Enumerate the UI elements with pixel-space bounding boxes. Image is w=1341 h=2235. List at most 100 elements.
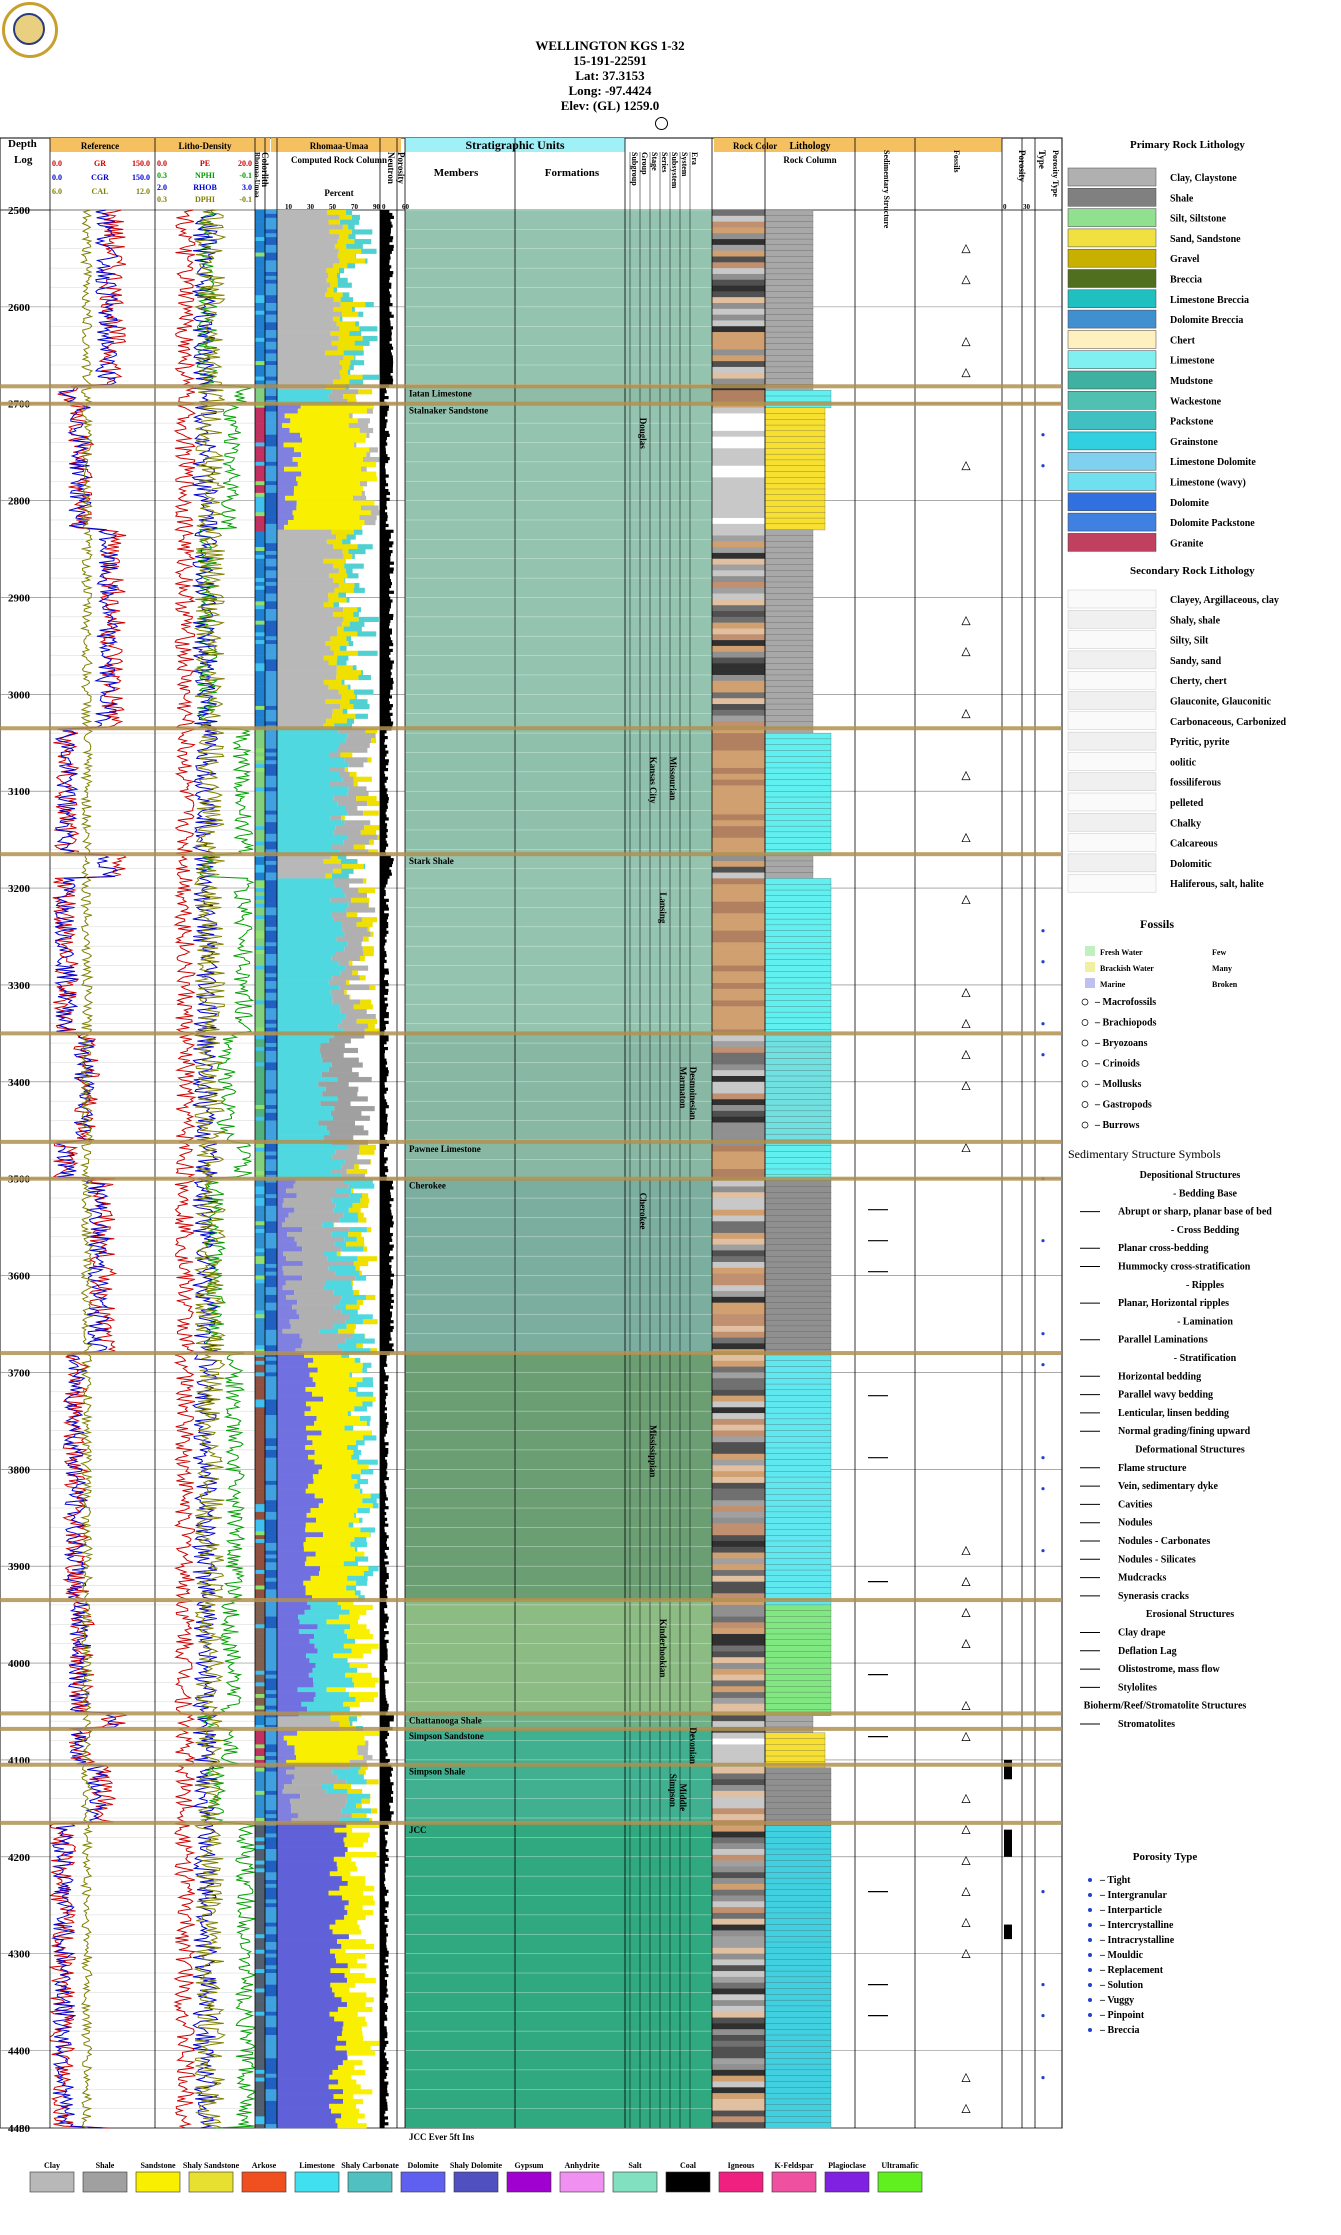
- neutron-fill-mark: [380, 465, 386, 469]
- neutron-fill-mark: [380, 1052, 385, 1056]
- rock-color-mark: [712, 279, 765, 286]
- rock-color-mark: [712, 250, 765, 257]
- colorlith-mark: [255, 1128, 265, 1133]
- neutron-fill-mark: [380, 259, 390, 263]
- neutron-fill-mark: [380, 1942, 387, 1946]
- colorlith-mark: [255, 1023, 265, 1028]
- rock-color-mark: [712, 1430, 765, 1437]
- computed-rock-mark: [339, 582, 355, 589]
- colorlith-mark: [255, 1771, 265, 1776]
- neutron-fill-mark: [380, 1093, 385, 1097]
- rock-color-mark: [712, 343, 765, 350]
- cgr-curve: [51, 209, 120, 2129]
- computed-rock-mark: [277, 1319, 290, 1325]
- neutron-fill-mark: [380, 1447, 389, 1452]
- rhomaa-strip-mark: [265, 1585, 277, 1590]
- rhomaa-strip-mark: [265, 415, 277, 420]
- formation-top-line: [0, 1598, 1062, 1603]
- fossil-symbol: [961, 708, 971, 719]
- lithology-mark: [764, 424, 826, 432]
- neutron-fill-mark: [380, 2000, 385, 2004]
- neutron-fill-mark: [380, 1552, 387, 1556]
- computed-rock-mark: [277, 2021, 344, 2027]
- computed-rock-mark: [277, 1261, 303, 1267]
- neutron-fill-mark: [380, 828, 388, 833]
- rock-color-mark: [712, 256, 765, 263]
- colorlith-mark: [255, 411, 265, 416]
- computed-rock-mark: [330, 1716, 349, 1722]
- computed-rock-mark: [277, 413, 285, 419]
- computed-rock-mark: [346, 1323, 356, 1330]
- computed-rock-mark: [277, 1982, 331, 1988]
- rock-color-mark: [712, 1209, 765, 1216]
- neutron-fill-mark: [380, 1087, 389, 1091]
- neutron-fill-mark: [380, 221, 392, 225]
- neutron-fill-mark: [380, 1613, 388, 1617]
- neutron-fill-mark: [380, 1660, 386, 1664]
- colorlith-mark: [255, 1159, 265, 1164]
- rhomaa-strip-mark: [265, 248, 277, 253]
- neutron-fill-mark: [380, 372, 391, 376]
- lithology-mark: [764, 209, 814, 217]
- computed-rock-mark: [277, 1619, 300, 1625]
- rhomaa-strip-mark: [265, 643, 277, 649]
- rhomaa-strip-mark: [265, 237, 277, 242]
- computed-rock-mark: [336, 936, 364, 942]
- computed-rock-mark: [277, 926, 343, 932]
- computed-rock-mark: [277, 1115, 334, 1121]
- neutron-fill-mark: [380, 631, 393, 635]
- neutron-fill-mark: [380, 712, 393, 716]
- computed-rock-mark: [323, 859, 341, 865]
- rock-color-mark: [712, 227, 765, 234]
- computed-rock-mark: [348, 413, 353, 419]
- colorlith-mark: [255, 2108, 265, 2113]
- lithology-mark: [764, 552, 814, 560]
- neutron-fill-mark: [380, 1215, 393, 1219]
- computed-rock-mark: [296, 505, 361, 511]
- computed-rock-mark: [352, 1677, 379, 1683]
- lithology-mark: [764, 1197, 832, 1205]
- rhomaa-strip-mark: [265, 492, 277, 498]
- rock-color-mark: [712, 1384, 765, 1391]
- lithology-mark: [764, 593, 814, 600]
- computed-rock-column-header: Computed Rock Column: [291, 155, 387, 165]
- rock-color-mark: [712, 1354, 765, 1362]
- computed-rock-mark: [363, 1435, 377, 1441]
- computed-rock-mark: [323, 723, 335, 729]
- depth-tick-label: 2600: [8, 302, 31, 314]
- fossil-abundance-label: Few: [1212, 948, 1226, 957]
- computed-rock-mark: [292, 1779, 347, 1785]
- neutron-fill-mark: [380, 410, 388, 414]
- colorlith-mark: [255, 1895, 265, 1900]
- type-header: Type: [1037, 150, 1047, 169]
- neutron-fill-mark: [380, 733, 385, 737]
- rhomaa-strip-mark: [265, 1252, 277, 1257]
- neutron-fill-mark: [380, 1482, 386, 1487]
- computed-rock-mark: [277, 582, 340, 589]
- computed-rock-mark: [294, 1236, 345, 1242]
- rhomaa-strip-mark: [265, 798, 277, 804]
- computed-rock-mark: [282, 423, 349, 429]
- computed-rock-mark: [326, 268, 339, 274]
- neutron-fill-mark: [380, 887, 385, 891]
- rhomaa-strip-mark: [265, 252, 277, 257]
- computed-rock-mark: [277, 1246, 303, 1252]
- rhomaa-strip-mark: [265, 1860, 277, 1865]
- legend-label: oolitic: [1170, 757, 1197, 768]
- rock-color-mark: [712, 1692, 765, 1699]
- fossil-symbol: [961, 832, 971, 843]
- porosity-type-legend-symbol: [1088, 1878, 1092, 1882]
- rhomaa-strip-mark: [265, 1170, 277, 1176]
- rock-color-mark: [712, 1511, 765, 1519]
- lithology-mark: [764, 2058, 832, 2065]
- neutron-fill-mark: [380, 942, 386, 946]
- lithology-mark: [764, 1133, 832, 1141]
- porosity-type-legend-label: – Intergranular: [1099, 1890, 1168, 1901]
- rhomaa-strip-mark: [265, 2007, 277, 2013]
- computed-rock-mark: [277, 1977, 348, 1983]
- neutron-fill-mark: [380, 323, 391, 327]
- computed-rock-mark: [364, 825, 380, 831]
- rhomaa-strip-mark: [265, 1957, 277, 1962]
- rhomaa-strip-mark: [265, 1283, 277, 1288]
- rhomaa-strip-mark: [265, 640, 277, 645]
